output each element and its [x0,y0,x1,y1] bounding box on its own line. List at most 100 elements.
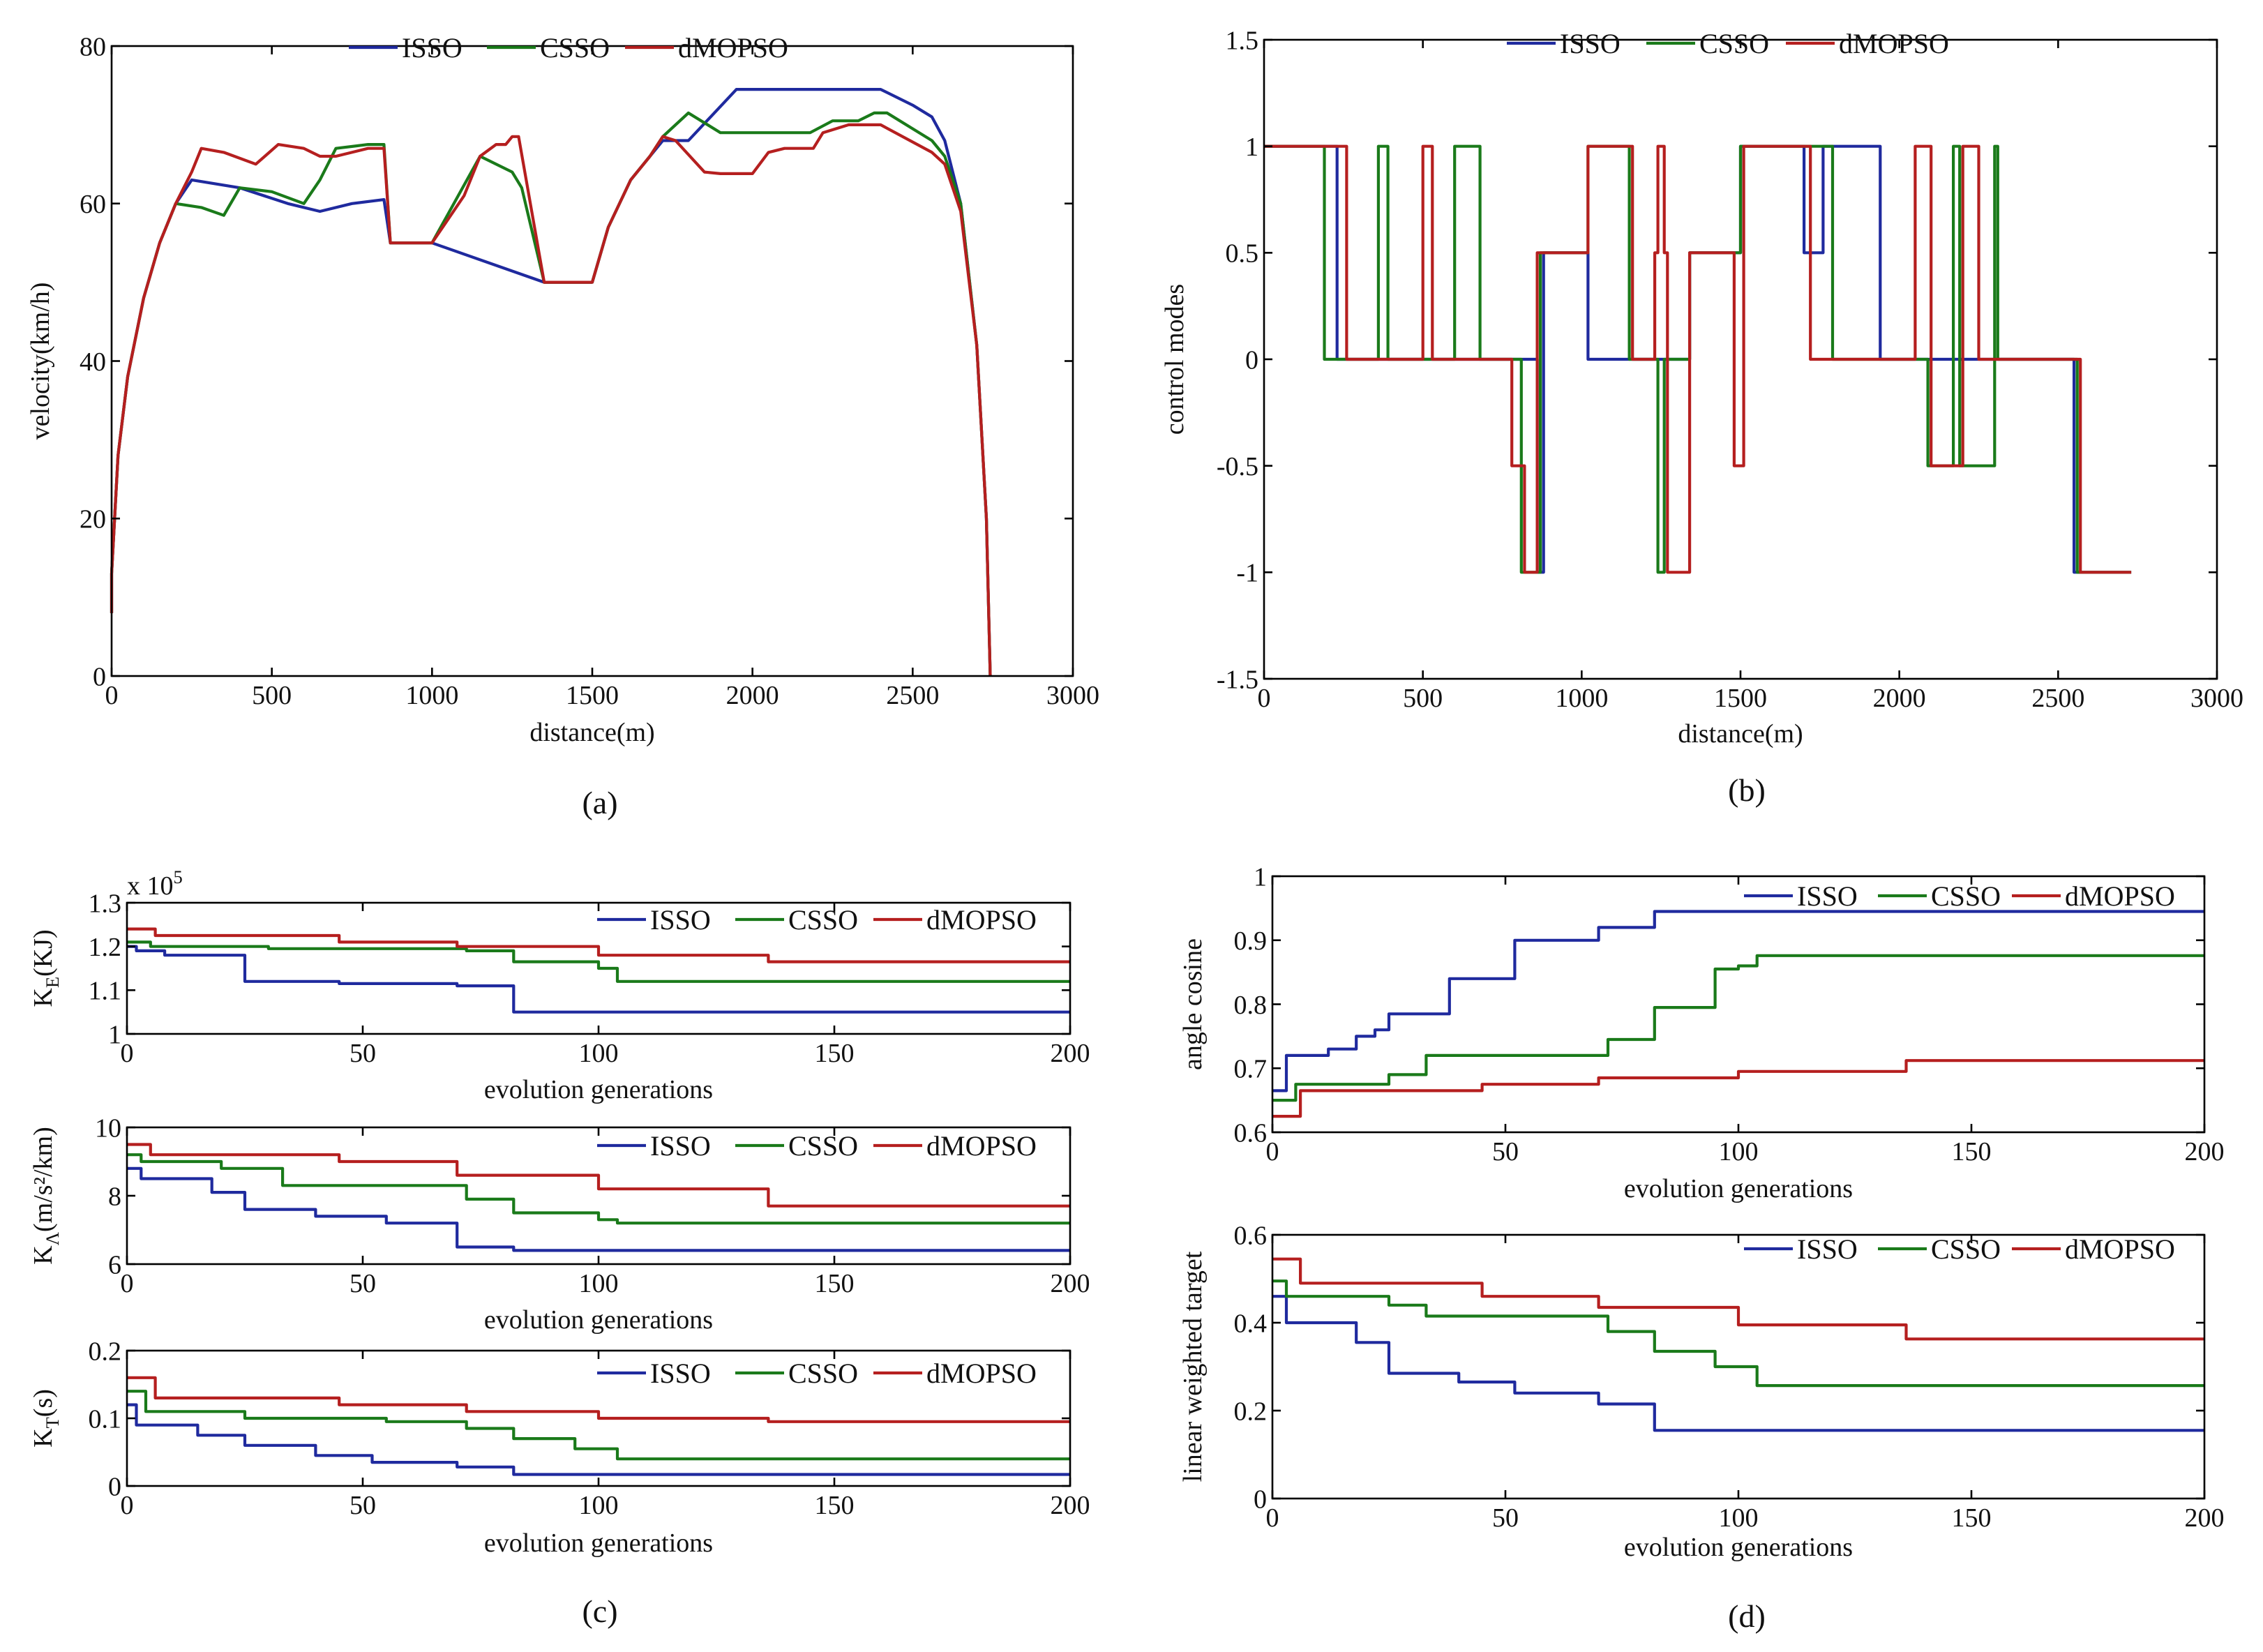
x-tick-label: 1000 [405,681,458,710]
x-tick-label: 200 [1051,1491,1090,1520]
y-tick-label: 20 [80,505,106,534]
y-tick-label: 1 [1254,862,1267,892]
y-tick-label: 80 [80,32,106,61]
y-tick-label: 0.8 [1234,991,1268,1020]
legend-label-csso: CSSO [1699,28,1769,59]
legend-label-isso: ISSO [1797,1233,1858,1265]
legend-label-dmopso: dMOPSO [926,1130,1037,1162]
y-tick-label: 8 [108,1182,121,1211]
x-tick-label: 150 [815,1491,855,1520]
series-line-isso [110,88,992,677]
chart-angle-cosine-panel-d: 0 50 100 150 200 0.6 0.7 0.8 0.9 1 evolution gener… [1178,862,2225,1203]
x-tick-label: 0 [121,1039,134,1068]
x-tick-label: 50 [349,1269,376,1298]
series-line-csso [1272,1279,2204,1388]
series-line-isso [127,945,1070,1014]
x-tick-label: 0 [1258,684,1271,713]
y-tick-label: -0.5 [1217,452,1258,481]
x-axis-label: evolution generations [1624,1533,1853,1562]
caption-d: (d) [1728,1598,1766,1634]
legend-label-dmopso: dMOPSO [1839,28,1949,59]
x-tick-label: 150 [815,1269,855,1298]
plot-area-frame [1271,875,2206,1134]
series-line-isso [1272,1295,2204,1432]
series-line-dmopso [1272,1257,2204,1341]
caption-c: (c) [582,1593,617,1629]
y-tick-label: -1.5 [1217,665,1258,694]
x-tick-label: 0 [105,681,119,710]
y-tick-label: 0.1 [89,1404,122,1434]
legend-label-isso: ISSO [1797,880,1858,912]
chart-control-modes-panel-b: 0 500 1000 1500 2000 2500 3000 -1.5 -1 -0.5 0 0.5 1 1… [1160,26,2243,749]
y-tick-label: 0.2 [89,1337,122,1366]
y-axis-label: KΛ(m/s²/km) [29,1127,63,1264]
legend-label-isso: ISSO [402,32,463,63]
x-tick-label: 1500 [1714,684,1767,713]
legend-label-csso: CSSO [788,904,858,936]
series-line-csso [1272,954,2204,1102]
y-tick-label: -1 [1236,559,1258,588]
y-axis-label: KE(KJ) [29,929,63,1007]
y-tick-label: 0.6 [1234,1221,1268,1250]
x-tick-label: 200 [2185,1137,2225,1166]
y-tick-label: 0.6 [1234,1118,1268,1148]
y-tick-label: 0.7 [1234,1055,1268,1084]
series-line-dmopso [127,927,1070,963]
x-tick-label: 2500 [2031,684,2084,713]
x-tick-label: 0 [121,1491,134,1520]
legend-label-isso: ISSO [650,1358,711,1389]
x-tick-label: 3000 [2190,684,2243,713]
caption-a: (a) [582,785,617,820]
x-axis-label: distance(m) [529,718,654,747]
y-axis-label: linear weighted target [1178,1251,1208,1482]
legend-label-csso: CSSO [1931,880,2001,912]
x-axis-label: evolution generations [484,1075,713,1104]
x-tick-label: 50 [1492,1503,1519,1533]
x-tick-label: 2000 [726,681,779,710]
y-tick-label: 1 [1245,133,1258,162]
y-tick-label: 1.3 [89,889,122,918]
series-line-isso [127,1166,1070,1252]
series-line-dmopso [1264,144,2132,574]
series-line-csso [127,1153,1070,1225]
x-tick-label: 3000 [1046,681,1099,710]
legend-label-csso: CSSO [540,32,610,63]
x-tick-label: 200 [1051,1269,1090,1298]
x-tick-label: 2500 [886,681,939,710]
x-tick-label: 2000 [1873,684,1926,713]
y-tick-label: 1.2 [89,933,122,962]
x-tick-label: 200 [1051,1039,1090,1068]
y-tick-label: 0.2 [1234,1397,1268,1426]
x-tick-label: 100 [1719,1503,1759,1533]
x-tick-label: 100 [579,1491,619,1520]
legend-label-dmopso: dMOPSO [2065,880,2175,912]
x-axis-label: evolution generations [484,1305,713,1335]
x-tick-label: 50 [1492,1137,1519,1166]
legend-label-dmopso: dMOPSO [678,32,788,63]
y-tick-label: 40 [80,347,106,377]
y-tick-label: 0.5 [1226,239,1259,269]
series-line-dmopso [1272,1059,2204,1118]
legend-label-isso: ISSO [650,904,711,936]
series-line-dmopso [127,1143,1070,1208]
y-tick-label: 1 [108,1020,121,1049]
caption-b: (b) [1728,772,1766,808]
legend-label-isso: ISSO [650,1130,711,1162]
y-axis-label: angle cosine [1178,938,1208,1070]
legend-label-csso: CSSO [1931,1233,2001,1265]
series-line-dmopso [127,1376,1070,1423]
legend-label-csso: CSSO [788,1358,858,1389]
series-line-csso [127,940,1070,983]
x-tick-label: 100 [579,1269,619,1298]
x-tick-label: 50 [349,1491,376,1520]
y-tick-label: 60 [80,190,106,219]
plot-area-frame [110,45,1074,677]
x-tick-label: 150 [1952,1137,1992,1166]
chart-comfort-panel-c: 0 50 100 150 200 6 8 10 evolution generations KΛ(… [29,1113,1090,1335]
y-tick-label: 0.4 [1234,1309,1268,1338]
chart-linear-weighted-panel-d: 0 50 100 150 200 0 0.2 0.4 0.6 evolution generati… [1178,1221,2225,1562]
x-tick-label: 500 [1403,684,1443,713]
y-tick-label: 6 [108,1250,121,1279]
x-tick-label: 0 [121,1269,134,1298]
x-axis-label: evolution generations [1624,1174,1853,1203]
